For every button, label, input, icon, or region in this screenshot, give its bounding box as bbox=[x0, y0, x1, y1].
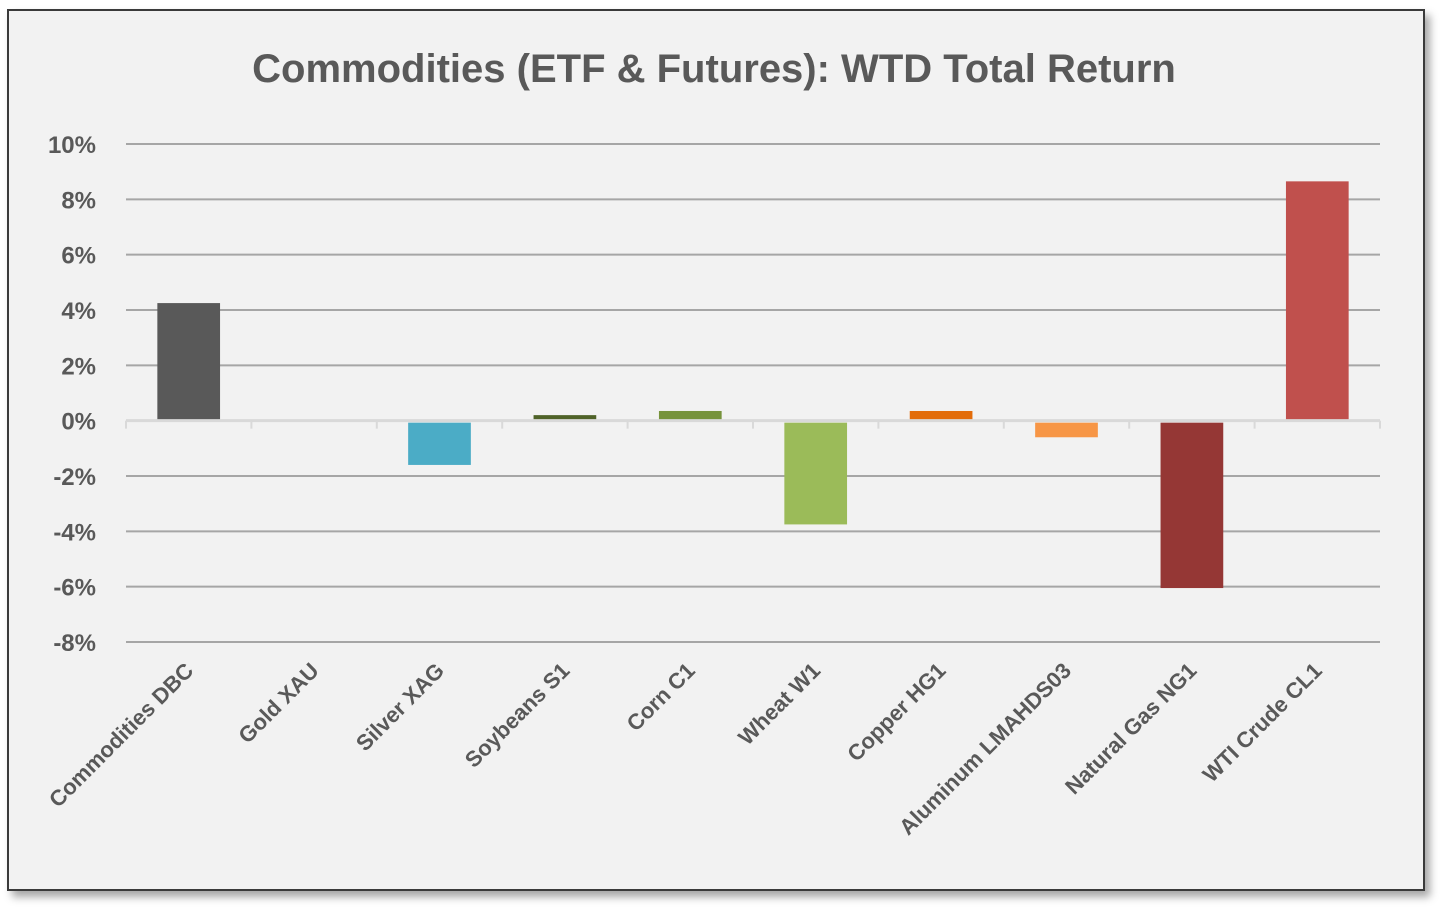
y-tick-label: 2% bbox=[61, 353, 96, 380]
bar bbox=[784, 422, 848, 525]
bar bbox=[658, 410, 722, 420]
x-tick-label: Wheat W1 bbox=[733, 658, 825, 750]
bar bbox=[157, 303, 221, 420]
y-tick-label: -6% bbox=[53, 575, 96, 602]
y-tick-label: 4% bbox=[61, 298, 96, 325]
x-tick-label: Natural Gas NG1 bbox=[1060, 658, 1201, 799]
x-tick-label: Silver XAG bbox=[351, 658, 449, 756]
x-tick-label: Soybeans S1 bbox=[460, 658, 575, 773]
x-tick-label: Corn C1 bbox=[622, 658, 700, 736]
x-tick-label: Gold XAU bbox=[233, 658, 323, 748]
y-tick-label: -4% bbox=[53, 519, 96, 546]
x-tick-label: Commodities DBC bbox=[44, 658, 198, 812]
y-axis-ticks: 10% 8% 6% 4% 2% 0% -2% -4% -6% -8% bbox=[48, 132, 96, 657]
y-tick-label: -8% bbox=[53, 630, 96, 657]
bar bbox=[1285, 181, 1349, 420]
x-tick-label: Copper HG1 bbox=[842, 658, 950, 766]
y-tick-label: 6% bbox=[61, 243, 96, 270]
bars bbox=[157, 181, 1349, 589]
bar bbox=[1160, 422, 1224, 589]
bar bbox=[533, 415, 597, 420]
chart-title: Commodities (ETF & Futures): WTD Total R… bbox=[252, 47, 1176, 91]
y-tick-label: 10% bbox=[48, 132, 96, 159]
zero-axis bbox=[125, 419, 1381, 429]
y-tick-label: -2% bbox=[53, 464, 96, 491]
y-tick-label: 8% bbox=[61, 187, 96, 214]
bar bbox=[408, 422, 471, 465]
bar bbox=[1035, 422, 1098, 438]
x-tick-label: WTI Crude CL1 bbox=[1198, 658, 1327, 787]
y-tick-label: 0% bbox=[61, 409, 96, 436]
x-axis-ticks: Commodities DBC Gold XAU Silver XAG Soybean… bbox=[44, 658, 1327, 840]
bar bbox=[909, 410, 973, 420]
